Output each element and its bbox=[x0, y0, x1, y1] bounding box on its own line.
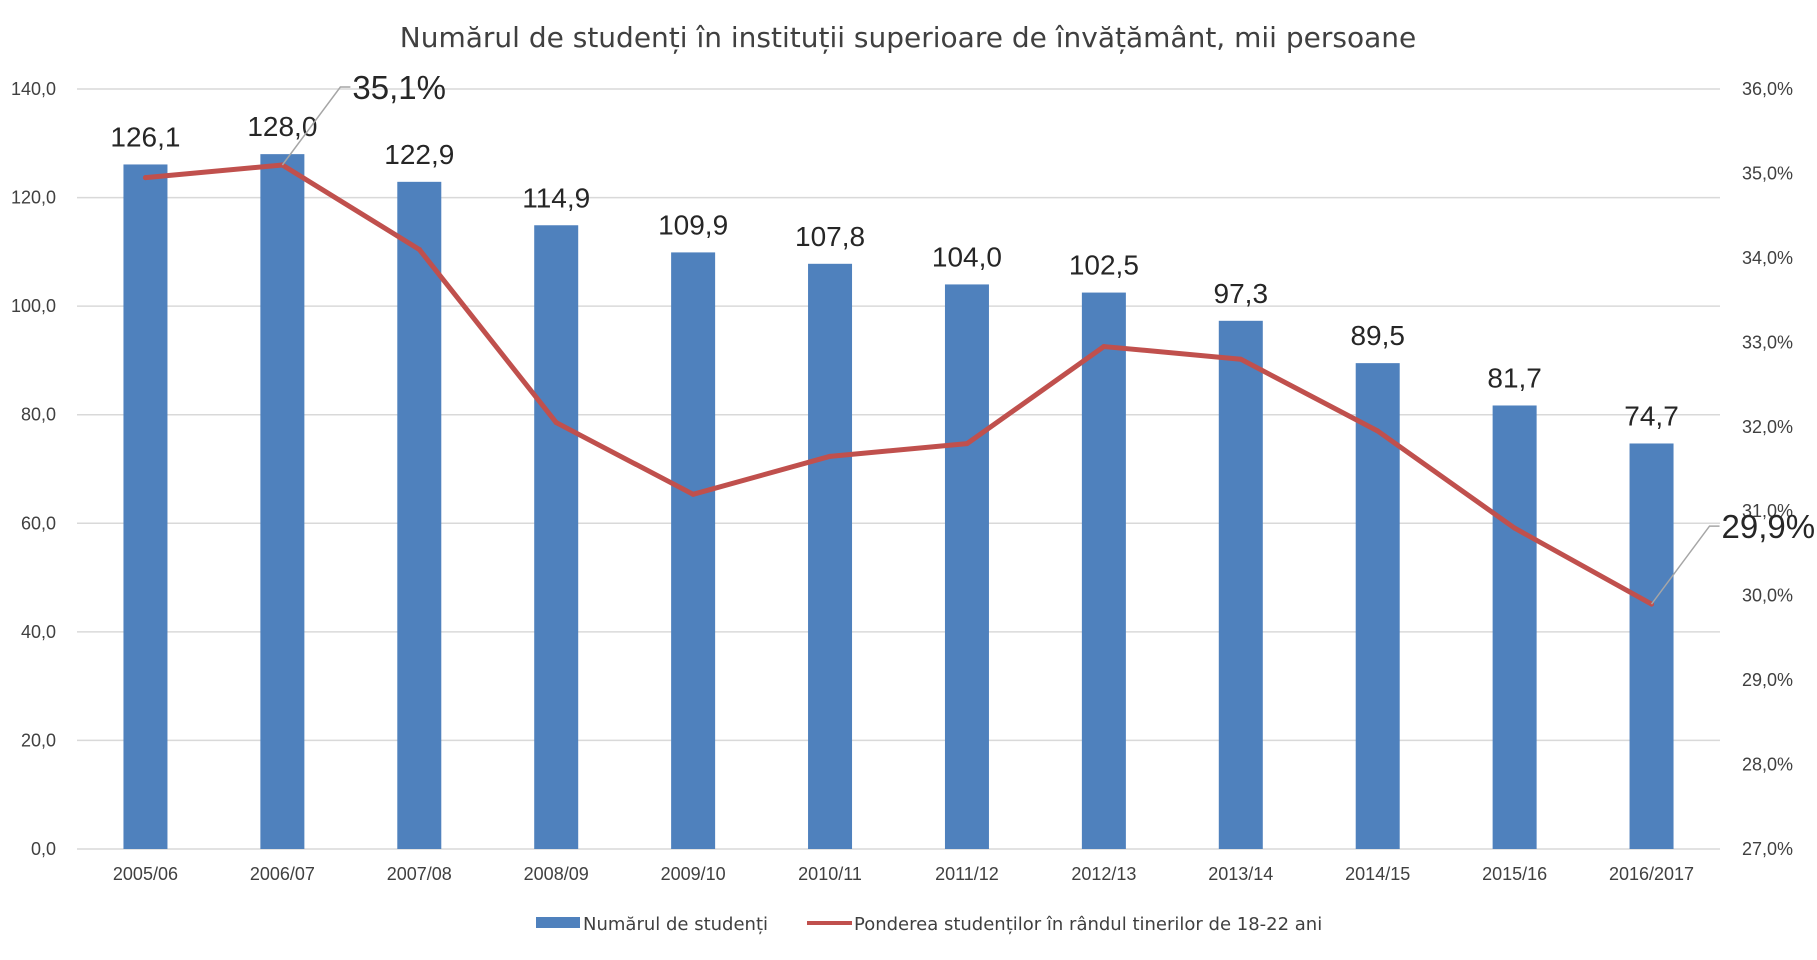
bar bbox=[944, 284, 989, 849]
line-point bbox=[690, 491, 696, 497]
bar-data-labels: 126,1 128,0 122,9 114,9 109,9 107,8 104,0 102,5… bbox=[110, 111, 1678, 431]
legend: Numărul de studenți Ponderea studenților… bbox=[536, 914, 1322, 935]
right-tick-label: 34,0% bbox=[1742, 248, 1793, 268]
category-label: 2014/15 bbox=[1345, 864, 1410, 884]
right-tick-label: 36,0% bbox=[1742, 79, 1793, 99]
right-tick-label: 29,0% bbox=[1742, 670, 1793, 690]
left-axis-ticks: 0,0 20,0 40,0 60,0 80,0 100,0 120,0 140,0 bbox=[11, 79, 56, 859]
bar-data-label: 104,0 bbox=[932, 241, 1002, 272]
category-label: 2007/08 bbox=[387, 864, 452, 884]
bar-data-label: 114,9 bbox=[522, 182, 590, 213]
line-point bbox=[553, 420, 559, 426]
bar bbox=[397, 181, 442, 850]
leader-line bbox=[281, 86, 351, 166]
line-point bbox=[1238, 356, 1244, 362]
category-label: 2015/16 bbox=[1482, 864, 1547, 884]
line-point bbox=[142, 175, 148, 181]
bar bbox=[260, 154, 305, 850]
right-tick-label: 33,0% bbox=[1742, 332, 1793, 352]
bar-data-label: 74,7 bbox=[1624, 400, 1679, 431]
category-axis-labels: 2005/06 2006/07 2007/08 2008/09 2009/10 2010/… bbox=[113, 864, 1694, 884]
line-point bbox=[1512, 525, 1518, 531]
line-path bbox=[142, 162, 1655, 607]
line-series bbox=[142, 162, 1655, 607]
bar-data-label: 81,7 bbox=[1487, 362, 1542, 393]
bar-data-label: 128,0 bbox=[247, 111, 317, 142]
left-tick-label: 100,0 bbox=[11, 296, 56, 316]
left-tick-label: 20,0 bbox=[21, 730, 56, 750]
line-point bbox=[416, 246, 422, 252]
legend-line-label: Ponderea studenților în rândul tinerilor… bbox=[854, 914, 1322, 935]
bar-data-label: 89,5 bbox=[1350, 320, 1405, 351]
bar-data-label: 107,8 bbox=[795, 221, 865, 252]
bar bbox=[1629, 443, 1674, 849]
bar bbox=[1081, 292, 1126, 850]
bar bbox=[808, 263, 853, 849]
left-tick-label: 40,0 bbox=[21, 622, 56, 642]
chart-title: Numărul de studenți în instituții superi… bbox=[400, 21, 1416, 54]
right-tick-label: 31,0% bbox=[1742, 501, 1793, 521]
left-tick-label: 60,0 bbox=[21, 513, 56, 533]
line-point bbox=[964, 441, 970, 447]
gridlines bbox=[77, 88, 1720, 850]
legend-bar-swatch bbox=[536, 917, 580, 928]
line-data-label: 29,9% bbox=[1722, 508, 1816, 545]
bar-data-label: 122,9 bbox=[384, 139, 454, 170]
line-point bbox=[827, 453, 833, 459]
line-point bbox=[1101, 344, 1107, 350]
bar-data-label: 109,9 bbox=[658, 209, 728, 240]
bar-data-label: 102,5 bbox=[1069, 250, 1139, 281]
bar bbox=[534, 225, 579, 849]
bar bbox=[123, 164, 168, 849]
category-label: 2011/12 bbox=[935, 864, 999, 884]
legend-bar-label: Numărul de studenți bbox=[583, 914, 768, 935]
bar-data-label: 126,1 bbox=[110, 121, 180, 152]
left-tick-label: 0,0 bbox=[31, 839, 56, 859]
left-tick-label: 80,0 bbox=[21, 405, 56, 425]
category-label: 2013/14 bbox=[1208, 864, 1273, 884]
line-point-labels: 35,1% 29,9% bbox=[281, 69, 1816, 605]
left-tick-label: 140,0 bbox=[11, 79, 56, 99]
line-data-label: 35,1% bbox=[352, 69, 446, 106]
bar bbox=[671, 252, 716, 849]
bar-series bbox=[123, 154, 1674, 850]
category-label: 2006/07 bbox=[250, 864, 315, 884]
right-axis-ticks: 27,0% 28,0% 29,0% 30,0% 31,0% 32,0% 33,0% 34,0%… bbox=[1742, 79, 1793, 859]
leader-line bbox=[1650, 525, 1720, 605]
right-tick-label: 30,0% bbox=[1742, 586, 1793, 606]
line-point bbox=[1375, 428, 1381, 434]
right-tick-label: 27,0% bbox=[1742, 839, 1793, 859]
bar bbox=[1492, 405, 1537, 849]
category-label: 2009/10 bbox=[661, 864, 726, 884]
category-label: 2016/2017 bbox=[1609, 864, 1694, 884]
right-tick-label: 32,0% bbox=[1742, 417, 1793, 437]
right-tick-label: 28,0% bbox=[1742, 755, 1793, 775]
category-label: 2010/11 bbox=[798, 864, 862, 884]
right-tick-label: 35,0% bbox=[1742, 163, 1793, 183]
category-label: 2005/06 bbox=[113, 864, 178, 884]
category-label: 2012/13 bbox=[1071, 864, 1136, 884]
left-tick-label: 120,0 bbox=[11, 188, 56, 208]
bar bbox=[1355, 363, 1400, 849]
bar bbox=[1218, 320, 1263, 849]
category-label: 2008/09 bbox=[524, 864, 589, 884]
bar-data-label: 97,3 bbox=[1214, 278, 1269, 309]
